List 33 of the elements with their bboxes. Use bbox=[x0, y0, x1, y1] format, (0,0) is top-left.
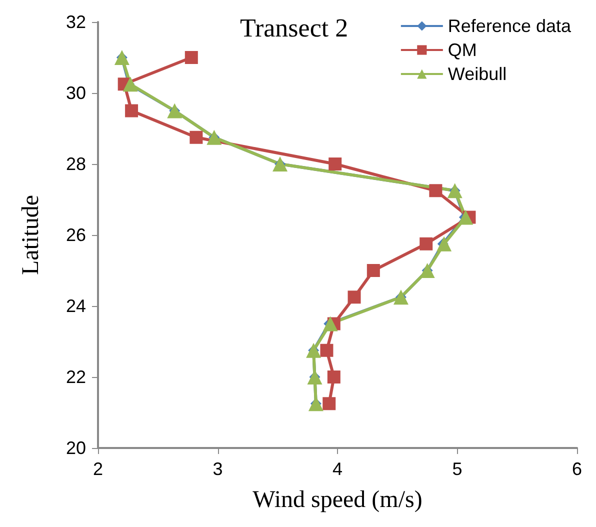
legend-label: QM bbox=[448, 40, 477, 60]
x-tick-label: 5 bbox=[452, 459, 462, 479]
point bbox=[420, 237, 433, 250]
legend-label: Weibull bbox=[448, 64, 507, 84]
y-tick-label: 24 bbox=[66, 296, 86, 316]
point bbox=[328, 158, 342, 170]
point bbox=[125, 104, 138, 118]
y-tick-label: 30 bbox=[66, 83, 86, 103]
point bbox=[184, 51, 198, 64]
point bbox=[436, 236, 452, 252]
point bbox=[122, 76, 138, 92]
point bbox=[348, 290, 361, 304]
point bbox=[322, 397, 336, 410]
x-tick-label: 2 bbox=[92, 459, 104, 479]
x-axis-title: Wind speed (m/s) bbox=[252, 487, 422, 513]
y-tick-label: 32 bbox=[66, 12, 86, 32]
y-axis-title: Latitude bbox=[18, 195, 44, 275]
y-tick-label: 22 bbox=[66, 367, 86, 387]
x-tick-label: 4 bbox=[332, 459, 343, 479]
point bbox=[190, 130, 203, 144]
y-tick-label: 28 bbox=[66, 154, 86, 174]
x-tick-label: 3 bbox=[212, 459, 223, 479]
point bbox=[429, 184, 442, 198]
legend-label: Reference data bbox=[448, 16, 572, 36]
point bbox=[366, 264, 380, 277]
point bbox=[322, 316, 338, 332]
y-tick-label: 26 bbox=[66, 225, 86, 245]
chart-title: Transect 2 bbox=[240, 14, 348, 42]
point bbox=[327, 370, 340, 384]
point bbox=[320, 344, 334, 357]
point bbox=[458, 210, 474, 225]
y-tick-label: 20 bbox=[66, 438, 86, 458]
x-tick-label: 6 bbox=[572, 459, 582, 479]
